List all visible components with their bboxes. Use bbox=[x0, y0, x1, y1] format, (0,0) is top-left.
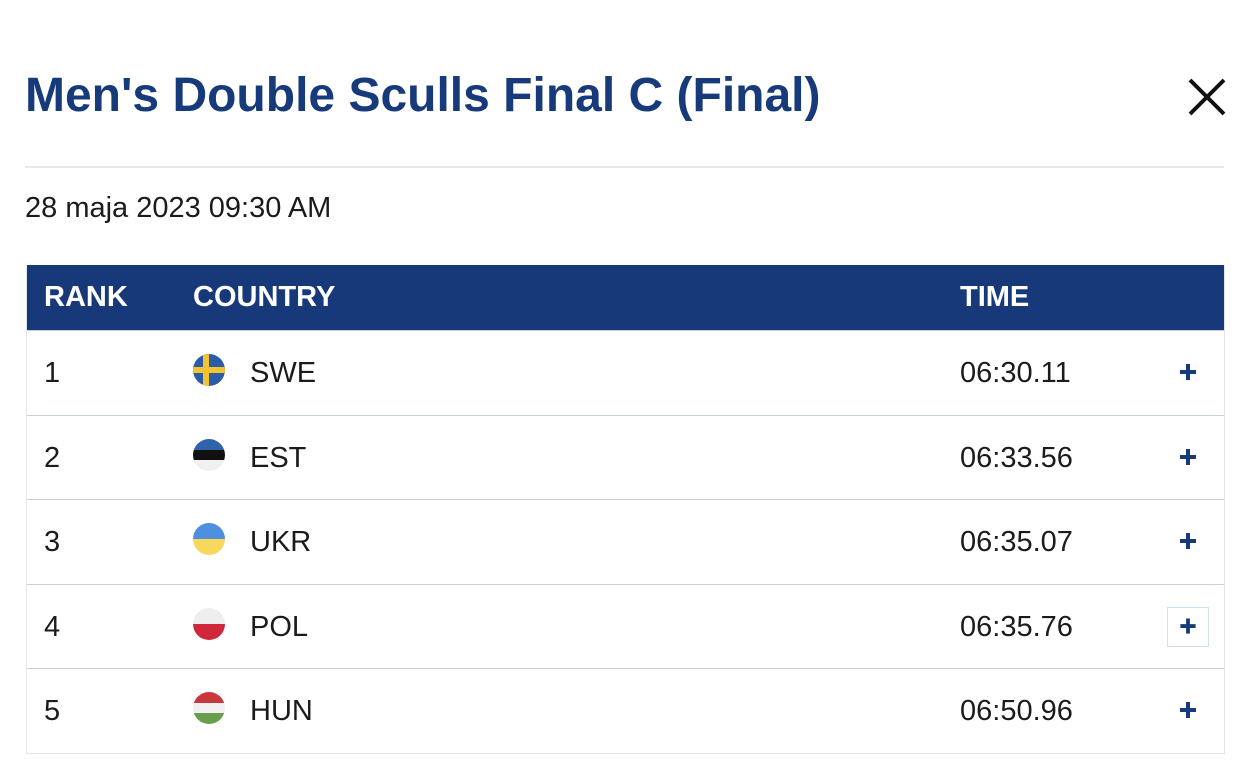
expand-button[interactable] bbox=[1167, 438, 1209, 478]
column-header: TIME bbox=[960, 281, 1030, 313]
time: 06:35.07 bbox=[960, 526, 1073, 558]
expand-button[interactable] bbox=[1167, 522, 1209, 562]
rank: 4 bbox=[44, 610, 61, 643]
country: UKR bbox=[250, 526, 312, 558]
expand-button[interactable] bbox=[1167, 353, 1209, 393]
result-row: 5 HUN 06:50.96 bbox=[27, 668, 1224, 753]
divider bbox=[25, 166, 1224, 168]
time: 06:30.11 bbox=[960, 357, 1071, 389]
result-row: 4 POL 06:35.76 bbox=[27, 583, 1224, 669]
title: Men's Double Sculls Final C (Final) bbox=[25, 69, 821, 122]
result-row: 1 SWE 06:30.11 bbox=[27, 330, 1224, 415]
flag bbox=[193, 692, 225, 724]
rank: 5 bbox=[44, 695, 61, 727]
results-table: RANK COUNTRY TIME 1 SWE 06:30.11 2 EST 0… bbox=[26, 265, 1225, 754]
flag bbox=[193, 438, 225, 471]
rank: 3 bbox=[44, 526, 61, 558]
time: 06:50.96 bbox=[960, 695, 1073, 727]
date: 28 maja 2023 09:30 AM bbox=[25, 192, 332, 224]
country: HUN bbox=[250, 695, 313, 727]
flag bbox=[193, 523, 225, 555]
country: SWE bbox=[250, 357, 317, 389]
rank: 2 bbox=[44, 441, 61, 474]
column-header: COUNTRY bbox=[193, 281, 336, 313]
result-row: 2 EST 06:33.56 bbox=[27, 414, 1224, 500]
country: POL bbox=[250, 610, 309, 643]
rank: 1 bbox=[44, 357, 61, 389]
table-header: RANK COUNTRY TIME bbox=[27, 265, 1224, 330]
time: 06:35.76 bbox=[960, 610, 1073, 643]
flag bbox=[193, 607, 225, 640]
country: EST bbox=[250, 441, 307, 474]
expand-button[interactable] bbox=[1167, 691, 1209, 731]
column-header: RANK bbox=[44, 281, 128, 313]
time: 06:33.56 bbox=[960, 441, 1073, 474]
close-button[interactable] bbox=[1186, 76, 1228, 118]
result-row: 3 UKR 06:35.07 bbox=[27, 499, 1224, 584]
flag bbox=[193, 354, 225, 386]
expand-button[interactable] bbox=[1167, 606, 1209, 647]
